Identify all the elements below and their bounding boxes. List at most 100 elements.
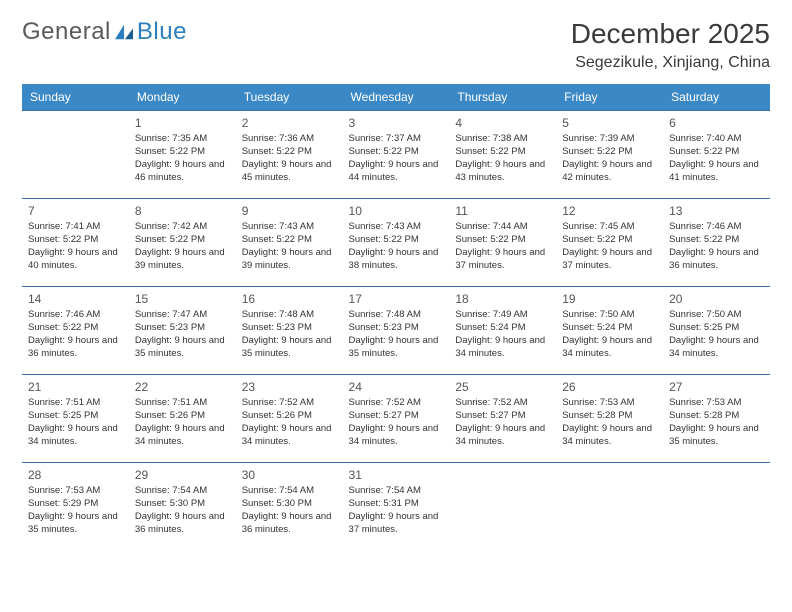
sunset-text: Sunset: 5:22 PM — [669, 234, 764, 247]
sunset-text: Sunset: 5:26 PM — [242, 410, 337, 423]
sunset-text: Sunset: 5:22 PM — [562, 234, 657, 247]
calendar-week-row: 28Sunrise: 7:53 AMSunset: 5:29 PMDayligh… — [22, 463, 770, 551]
day-info: Sunrise: 7:54 AMSunset: 5:30 PMDaylight:… — [242, 485, 337, 536]
sunrise-text: Sunrise: 7:54 AM — [349, 485, 444, 498]
calendar-week-row: 14Sunrise: 7:46 AMSunset: 5:22 PMDayligh… — [22, 287, 770, 375]
sunset-text: Sunset: 5:23 PM — [135, 322, 230, 335]
sunrise-text: Sunrise: 7:48 AM — [242, 309, 337, 322]
calendar-day-cell — [449, 463, 556, 551]
calendar-day-cell: 18Sunrise: 7:49 AMSunset: 5:24 PMDayligh… — [449, 287, 556, 375]
day-info: Sunrise: 7:36 AMSunset: 5:22 PMDaylight:… — [242, 133, 337, 184]
daylight-text: Daylight: 9 hours and 35 minutes. — [669, 423, 764, 449]
day-number: 26 — [562, 379, 657, 395]
day-number: 27 — [669, 379, 764, 395]
weekday-header: Monday — [129, 84, 236, 111]
day-info: Sunrise: 7:42 AMSunset: 5:22 PMDaylight:… — [135, 221, 230, 272]
sunrise-text: Sunrise: 7:52 AM — [349, 397, 444, 410]
day-number: 21 — [28, 379, 123, 395]
day-info: Sunrise: 7:43 AMSunset: 5:22 PMDaylight:… — [242, 221, 337, 272]
day-number: 5 — [562, 115, 657, 131]
day-number: 28 — [28, 467, 123, 483]
calendar-day-cell: 15 Sunrise: 7:47 AMSunset: 5:23 PMDayligh… — [129, 287, 236, 375]
calendar-day-cell: 19Sunrise: 7:50 AMSunset: 5:24 PMDayligh… — [556, 287, 663, 375]
calendar-day-cell: 29Sunrise: 7:54 AMSunset: 5:30 PMDayligh… — [129, 463, 236, 551]
sunset-text: Sunset: 5:22 PM — [455, 234, 550, 247]
day-info: Sunrise: 7:46 AMSunset: 5:22 PMDaylight:… — [669, 221, 764, 272]
sunrise-text: Sunrise: 7:41 AM — [28, 221, 123, 234]
logo: General Blue — [22, 18, 187, 46]
sunrise-text: Sunrise: 7:38 AM — [455, 133, 550, 146]
day-info: Sunrise: 7:49 AMSunset: 5:24 PMDaylight:… — [455, 309, 550, 360]
sunrise-text: Sunrise: 7:36 AM — [242, 133, 337, 146]
calendar-day-cell — [22, 111, 129, 199]
day-number: 24 — [349, 379, 444, 395]
day-info: Sunrise: 7:48 AMSunset: 5:23 PMDaylight:… — [349, 309, 444, 360]
day-info: Sunrise: 7:37 AMSunset: 5:22 PMDaylight:… — [349, 133, 444, 184]
day-number: 15 — [135, 291, 230, 307]
daylight-text: Daylight: 9 hours and 35 minutes. — [135, 335, 230, 361]
title-block: December 2025 Segezikule, Xinjiang, Chin… — [571, 18, 770, 72]
sunrise-text: Sunrise: 7:35 AM — [135, 133, 230, 146]
daylight-text: Daylight: 9 hours and 34 minutes. — [349, 423, 444, 449]
sunrise-text: Sunrise: 7:43 AM — [242, 221, 337, 234]
calendar-day-cell: 9Sunrise: 7:43 AMSunset: 5:22 PMDaylight… — [236, 199, 343, 287]
day-info: Sunrise: 7:48 AMSunset: 5:23 PMDaylight:… — [242, 309, 337, 360]
day-info: Sunrise: 7:41 AMSunset: 5:22 PMDaylight:… — [28, 221, 123, 272]
logo-text-blue: Blue — [137, 18, 187, 46]
sunrise-text: Sunrise: 7:46 AM — [28, 309, 123, 322]
calendar-table: Sunday Monday Tuesday Wednesday Thursday… — [22, 84, 770, 551]
daylight-text: Daylight: 9 hours and 34 minutes. — [135, 423, 230, 449]
day-info: Sunrise: 7:35 AMSunset: 5:22 PMDaylight:… — [135, 133, 230, 184]
daylight-text: Daylight: 9 hours and 36 minutes. — [669, 247, 764, 273]
sunrise-text: Sunrise: 7:49 AM — [455, 309, 550, 322]
sunset-text: Sunset: 5:25 PM — [669, 322, 764, 335]
day-info: Sunrise: 7:52 AMSunset: 5:26 PMDaylight:… — [242, 397, 337, 448]
sunrise-text: Sunrise: 7:50 AM — [562, 309, 657, 322]
sunrise-text: Sunrise: 7:48 AM — [349, 309, 444, 322]
day-number: 10 — [349, 203, 444, 219]
day-number: 11 — [455, 203, 550, 219]
sunset-text: Sunset: 5:23 PM — [349, 322, 444, 335]
sunrise-text: Sunrise: 7:51 AM — [135, 397, 230, 410]
daylight-text: Daylight: 9 hours and 37 minutes. — [349, 511, 444, 537]
daylight-text: Daylight: 9 hours and 34 minutes. — [562, 335, 657, 361]
daylight-text: Daylight: 9 hours and 36 minutes. — [242, 511, 337, 537]
calendar-day-cell: 20Sunrise: 7:50 AMSunset: 5:25 PMDayligh… — [663, 287, 770, 375]
sunrise-text: Sunrise: 7:37 AM — [349, 133, 444, 146]
daylight-text: Daylight: 9 hours and 46 minutes. — [135, 159, 230, 185]
sunset-text: Sunset: 5:22 PM — [28, 234, 123, 247]
day-info: Sunrise: 7:54 AMSunset: 5:31 PMDaylight:… — [349, 485, 444, 536]
daylight-text: Daylight: 9 hours and 36 minutes. — [28, 335, 123, 361]
day-number: 12 — [562, 203, 657, 219]
daylight-text: Daylight: 9 hours and 42 minutes. — [562, 159, 657, 185]
sunset-text: Sunset: 5:22 PM — [349, 234, 444, 247]
day-number: 30 — [242, 467, 337, 483]
daylight-text: Daylight: 9 hours and 34 minutes. — [455, 423, 550, 449]
day-info: Sunrise: 7:44 AMSunset: 5:22 PMDaylight:… — [455, 221, 550, 272]
day-info: Sunrise: 7:47 AMSunset: 5:23 PMDaylight:… — [135, 309, 230, 360]
sunrise-text: Sunrise: 7:53 AM — [28, 485, 123, 498]
daylight-text: Daylight: 9 hours and 34 minutes. — [669, 335, 764, 361]
day-info: Sunrise: 7:53 AMSunset: 5:28 PMDaylight:… — [669, 397, 764, 448]
weekday-header: Tuesday — [236, 84, 343, 111]
sunset-text: Sunset: 5:24 PM — [455, 322, 550, 335]
sunset-text: Sunset: 5:28 PM — [562, 410, 657, 423]
sunset-text: Sunset: 5:22 PM — [455, 146, 550, 159]
sunset-text: Sunset: 5:22 PM — [669, 146, 764, 159]
day-number: 29 — [135, 467, 230, 483]
daylight-text: Daylight: 9 hours and 38 minutes. — [349, 247, 444, 273]
day-info: Sunrise: 7:46 AMSunset: 5:22 PMDaylight:… — [28, 309, 123, 360]
calendar-day-cell: 5Sunrise: 7:39 AMSunset: 5:22 PMDaylight… — [556, 111, 663, 199]
calendar-day-cell: 28Sunrise: 7:53 AMSunset: 5:29 PMDayligh… — [22, 463, 129, 551]
sunrise-text: Sunrise: 7:45 AM — [562, 221, 657, 234]
calendar-day-cell — [556, 463, 663, 551]
daylight-text: Daylight: 9 hours and 36 minutes. — [135, 511, 230, 537]
day-number: 25 — [455, 379, 550, 395]
daylight-text: Daylight: 9 hours and 41 minutes. — [669, 159, 764, 185]
sunset-text: Sunset: 5:22 PM — [28, 322, 123, 335]
calendar-day-cell: 25Sunrise: 7:52 AMSunset: 5:27 PMDayligh… — [449, 375, 556, 463]
daylight-text: Daylight: 9 hours and 37 minutes. — [562, 247, 657, 273]
sunset-text: Sunset: 5:25 PM — [28, 410, 123, 423]
day-number: 3 — [349, 115, 444, 131]
day-info: Sunrise: 7:50 AMSunset: 5:25 PMDaylight:… — [669, 309, 764, 360]
